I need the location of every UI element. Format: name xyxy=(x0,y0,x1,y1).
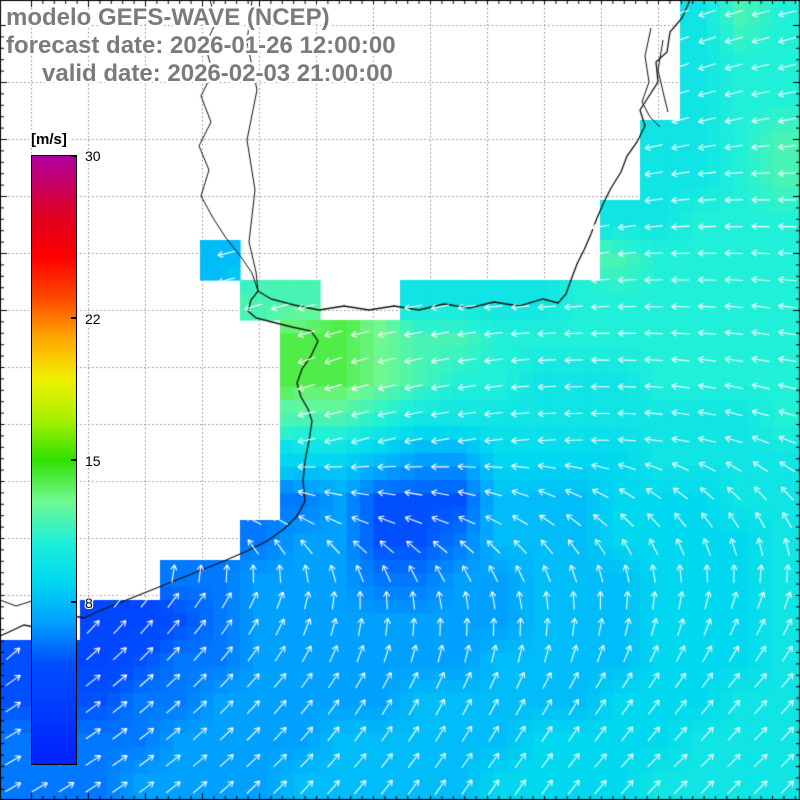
forecast-date: forecast date: 2026-01-26 12:00:00 xyxy=(6,32,396,59)
map-header: modelo GEFS-WAVE (NCEP) forecast date: 2… xyxy=(6,4,396,88)
colorbar-tick-label: 8 xyxy=(85,595,93,612)
colorbar-tick-mark xyxy=(71,459,77,461)
colorbar-tick-mark xyxy=(71,316,77,319)
colorbar-tick-mark xyxy=(71,601,77,604)
model-title: modelo GEFS-WAVE (NCEP) xyxy=(6,4,330,31)
colorbar: [m/s] 30 22 15 8 xyxy=(29,131,101,765)
colorbar-tick-mark xyxy=(71,155,77,157)
valid-date: valid date: 2026-02-03 21:00:00 xyxy=(42,60,393,87)
colorbar-gradient xyxy=(31,155,77,765)
colorbar-tick-label: 30 xyxy=(85,148,101,164)
colorbar-tick-label: 15 xyxy=(85,453,101,469)
colorbar-tick-label: 22 xyxy=(85,310,101,327)
colorbar-unit-label: [m/s] xyxy=(29,131,69,148)
